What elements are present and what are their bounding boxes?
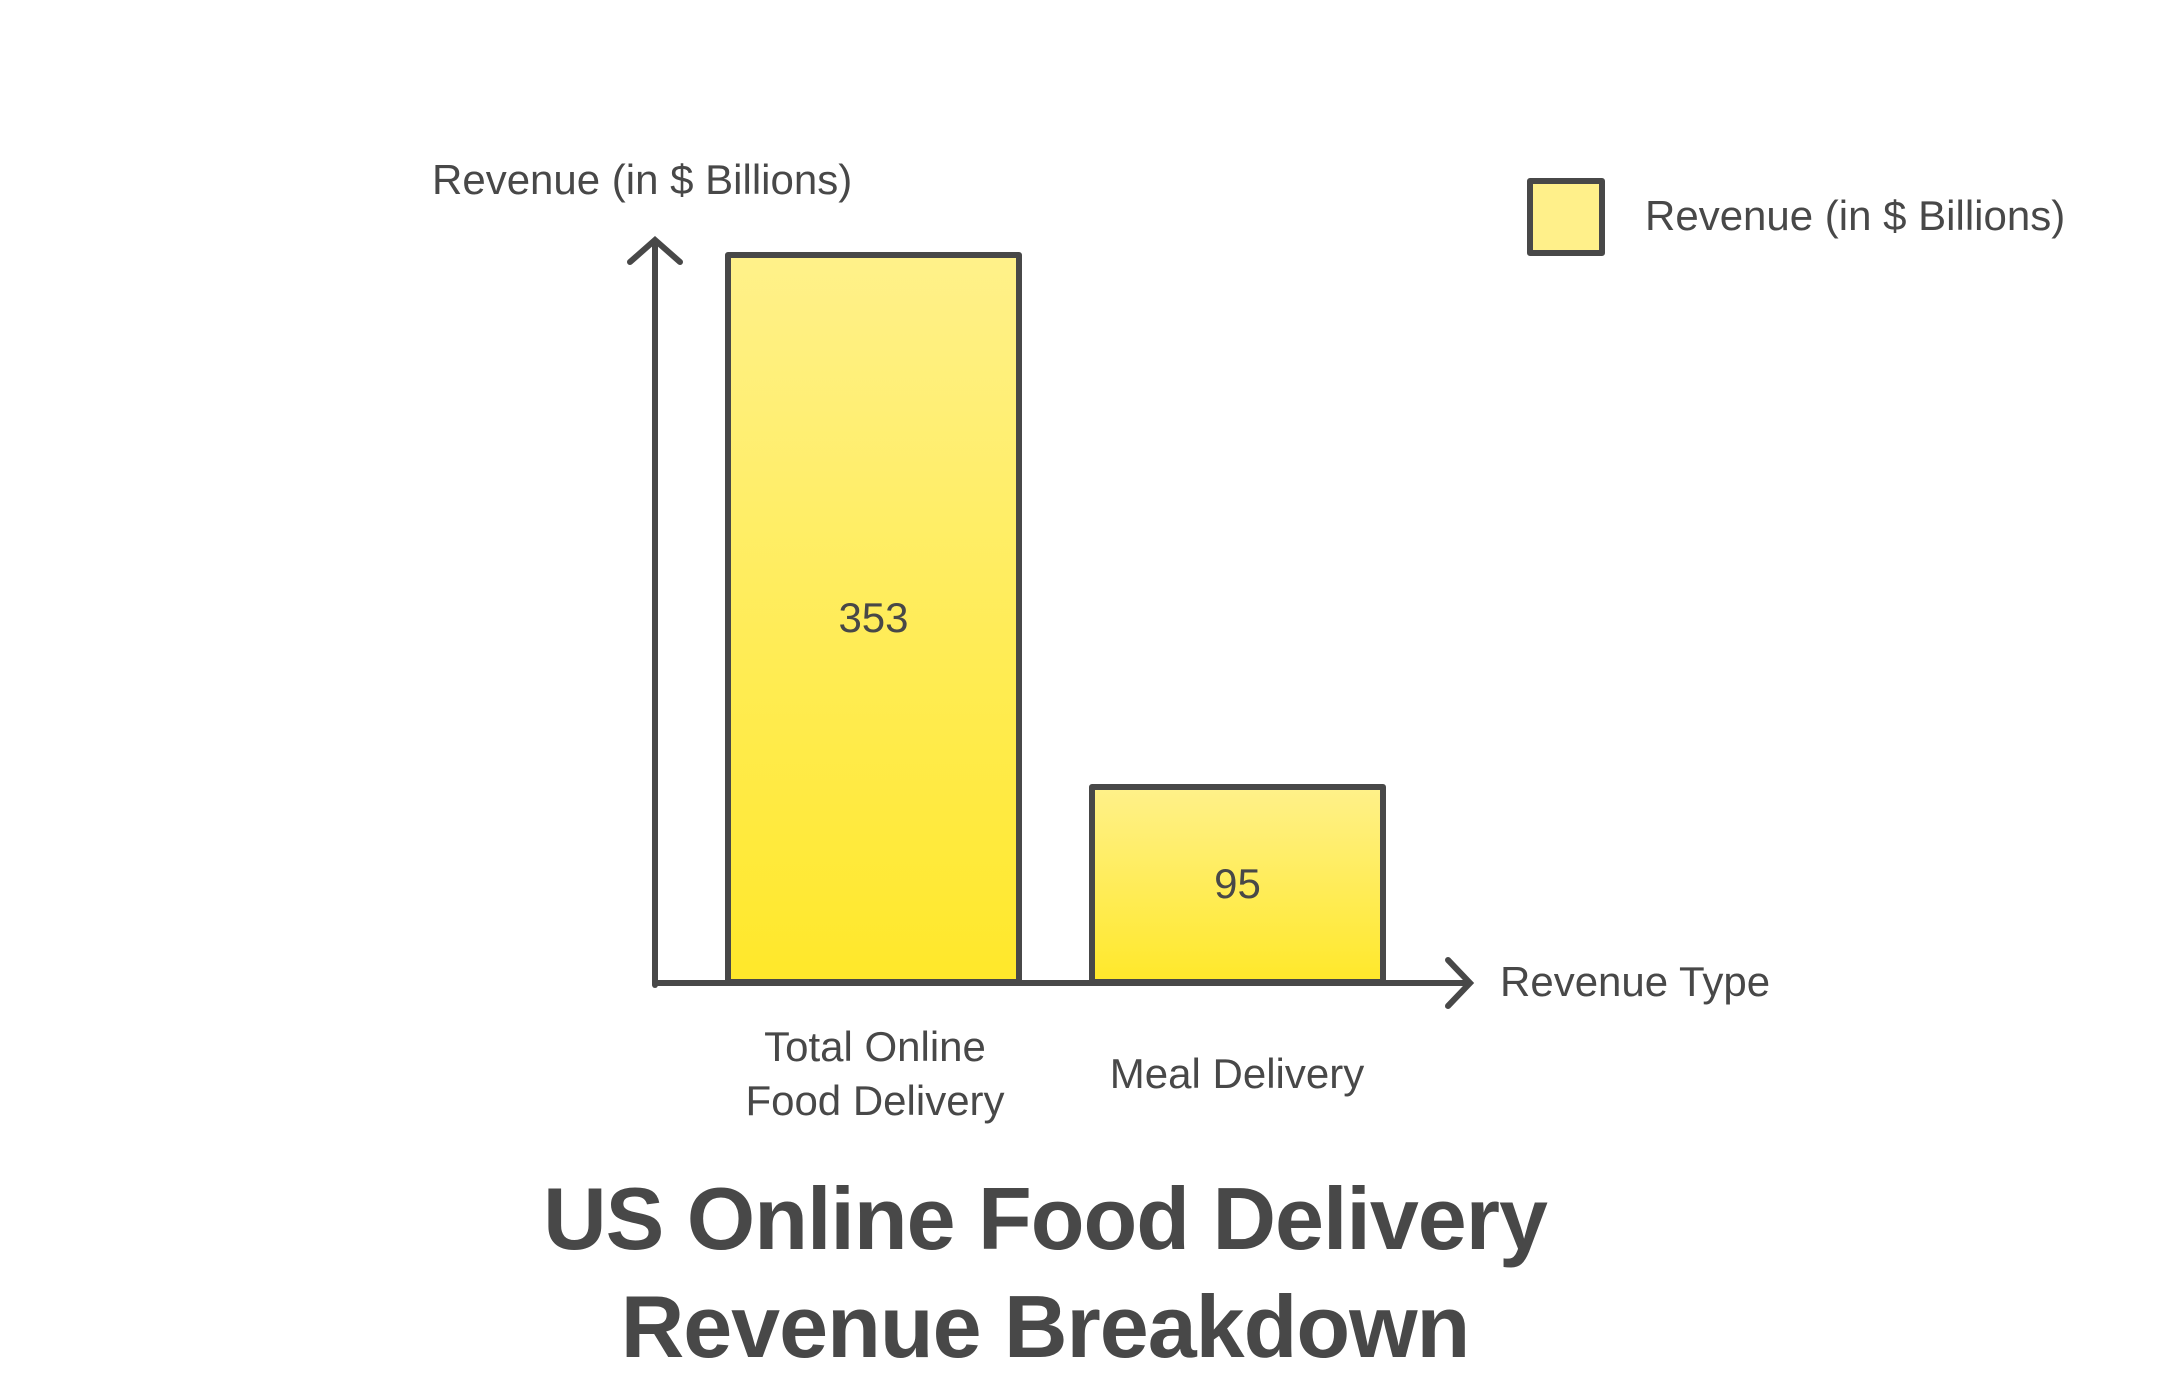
legend-swatch bbox=[1527, 178, 1605, 256]
y-axis bbox=[627, 236, 683, 988]
bar-total-online-food-delivery bbox=[725, 252, 1022, 985]
x-axis bbox=[652, 957, 1475, 1009]
category-label-line: Total Online bbox=[764, 1023, 986, 1070]
y-axis-label: Revenue (in $ Billions) bbox=[432, 156, 853, 203]
x-axis-label: Revenue Type bbox=[1500, 958, 1771, 1005]
chart-title: US Online Food Delivery Revenue Breakdow… bbox=[400, 1165, 1690, 1381]
category-label-meal: Meal Delivery bbox=[1062, 1047, 1412, 1101]
bar-value-meal: 95 bbox=[1214, 860, 1261, 907]
chart-title-line-1: US Online Food Delivery bbox=[543, 1169, 1548, 1268]
bar-meal-delivery bbox=[1089, 784, 1386, 985]
y-axis-arrow-icon bbox=[627, 236, 683, 265]
category-label-line: Meal Delivery bbox=[1109, 1050, 1365, 1097]
category-label-total: Total Online Food Delivery bbox=[700, 1020, 1050, 1128]
bar-value-total: 353 bbox=[838, 594, 909, 641]
x-axis-arrow-icon bbox=[1445, 957, 1475, 1009]
legend-label: Revenue (in $ Billions) bbox=[1645, 192, 2066, 239]
chart-title-line-2: Revenue Breakdown bbox=[620, 1277, 1471, 1376]
category-label-line: Food Delivery bbox=[745, 1077, 1005, 1124]
